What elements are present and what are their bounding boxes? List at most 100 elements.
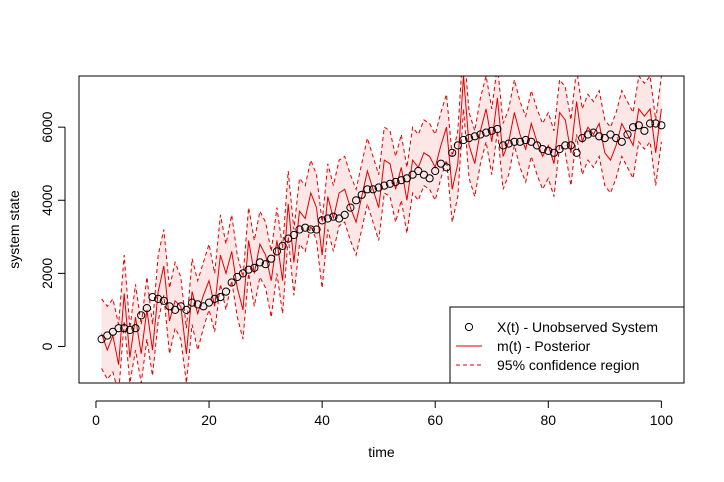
- data-point: [182, 305, 191, 314]
- data-point: [634, 121, 643, 130]
- data-point: [385, 179, 395, 188]
- data-point: [176, 302, 185, 311]
- data-point: [527, 137, 536, 146]
- data-point: [352, 196, 361, 205]
- data-point: [346, 203, 355, 212]
- data-point: [278, 241, 287, 250]
- data-point: [465, 134, 474, 143]
- data-point: [329, 212, 338, 221]
- data-point: [114, 324, 123, 333]
- data-point: [244, 265, 253, 274]
- y-axis-label: system state: [6, 190, 22, 269]
- data-point: [193, 300, 202, 309]
- data-point: [640, 126, 649, 135]
- legend-box: [449, 306, 685, 384]
- data-point: [431, 166, 440, 176]
- data-point: [171, 305, 180, 314]
- y-tick-label: 6000: [39, 111, 55, 142]
- data-point: [131, 324, 140, 333]
- data-point: [504, 139, 513, 148]
- data-point: [368, 185, 378, 194]
- data-point: [125, 325, 134, 335]
- data-point: [646, 119, 655, 128]
- data-point: [154, 294, 163, 303]
- data-point: [510, 137, 519, 146]
- data-point: [402, 174, 411, 183]
- data-point: [623, 130, 632, 139]
- data-point: [606, 130, 615, 139]
- data-point: [221, 287, 231, 296]
- data-point: [233, 272, 242, 282]
- data-point: [493, 124, 502, 134]
- data-point: [515, 137, 525, 146]
- x-tick-label: 0: [92, 412, 100, 428]
- data-point: [103, 331, 112, 340]
- data-point: [572, 148, 581, 157]
- data-point: [340, 210, 349, 219]
- data-point: [629, 123, 638, 132]
- data-point: [391, 177, 400, 187]
- x-tick-label: 80: [541, 412, 557, 428]
- x-tick-label: 60: [427, 412, 443, 428]
- data-point: [301, 223, 310, 232]
- legend-label: m(t) - Posterior: [497, 338, 591, 354]
- data-point: [120, 324, 129, 333]
- data-point: [476, 130, 485, 139]
- data-point: [165, 302, 174, 311]
- data-point: [284, 234, 293, 243]
- axes: 0 20 40 60 80 100 0 2000 4000 6000: [39, 75, 685, 428]
- data-point: [414, 166, 423, 176]
- confidence-lower-line: [101, 108, 662, 383]
- data-point: [583, 130, 593, 139]
- data-point: [363, 185, 372, 194]
- data-point: [419, 170, 428, 179]
- data-point: [250, 263, 259, 272]
- data-point: [204, 298, 214, 307]
- data-point: [544, 146, 553, 155]
- data-point: [289, 230, 298, 240]
- data-point: [238, 269, 248, 278]
- data-point: [408, 170, 417, 179]
- data-point: [357, 190, 366, 199]
- data-point: [538, 145, 547, 154]
- data-point: [216, 293, 225, 302]
- x-tick-label: 100: [650, 412, 674, 428]
- data-point: [589, 128, 598, 137]
- data-point: [442, 163, 451, 172]
- data-point: [549, 148, 559, 157]
- legend-label: X(t) - Unobserved System: [497, 319, 658, 335]
- data-point: [487, 126, 496, 135]
- data-point: [566, 141, 576, 150]
- series-points: [97, 119, 666, 344]
- data-point: [267, 254, 276, 263]
- data-point: [97, 335, 106, 344]
- data-point: [436, 159, 445, 168]
- data-point: [521, 135, 530, 145]
- y-tick-label: 2000: [39, 258, 55, 289]
- x-tick-label: 20: [201, 412, 217, 428]
- data-point: [380, 181, 389, 190]
- y-tick-label: 0: [39, 342, 55, 350]
- data-point: [137, 311, 146, 320]
- data-point: [272, 247, 281, 256]
- data-point: [657, 121, 666, 130]
- legend-label: 95% confidence region: [497, 357, 639, 373]
- data-point: [595, 132, 604, 141]
- data-point: [227, 278, 236, 287]
- data-point: [188, 298, 197, 307]
- data-point: [555, 145, 564, 154]
- confidence-upper-line: [101, 76, 662, 329]
- data-point: [255, 258, 264, 267]
- data-point: [651, 119, 660, 128]
- data-point: [612, 134, 621, 143]
- data-point: [453, 141, 462, 150]
- x-axis-label: time: [368, 444, 395, 460]
- data-point: [210, 294, 219, 303]
- data-point: [448, 148, 457, 157]
- data-point: [561, 141, 570, 150]
- data-point: [470, 132, 479, 141]
- legend-point-key: [464, 322, 474, 332]
- data-point: [148, 293, 157, 302]
- data-point: [312, 225, 321, 234]
